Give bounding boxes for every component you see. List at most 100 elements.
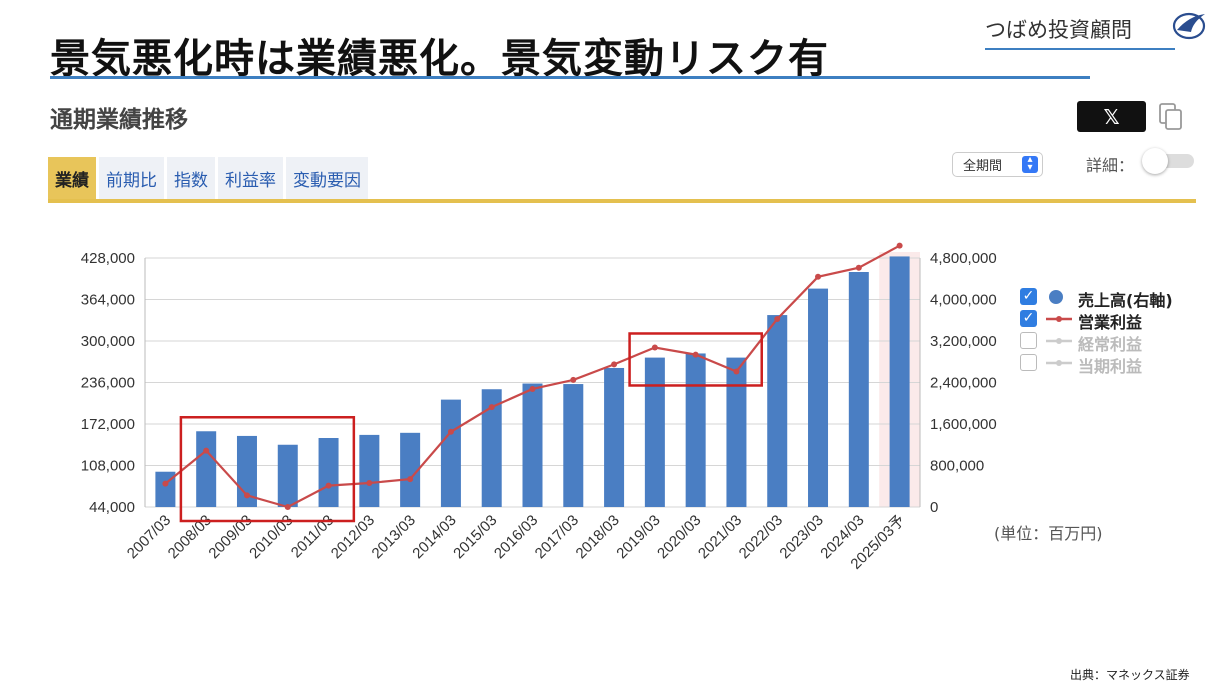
operating-profit-point xyxy=(651,344,658,351)
legend-item-ordinary-profit[interactable]: 経常利益 xyxy=(1020,330,1210,354)
operating-profit-point xyxy=(896,242,903,249)
tab-index[interactable]: 指数 xyxy=(167,157,215,199)
legend-label: 売上高(右軸) xyxy=(1078,291,1173,310)
copy-icon[interactable] xyxy=(1158,102,1184,132)
operating-profit-point xyxy=(692,351,699,358)
source-caption: 出典：マネックス証券 xyxy=(1070,668,1190,682)
brand-logo: つばめ投資顧問 xyxy=(985,8,1207,50)
sales-bar xyxy=(889,256,910,507)
x-axis-tick-label: 2020/03 xyxy=(654,512,704,562)
sales-bar xyxy=(685,353,706,507)
x-axis-tick-label: 2008/03 xyxy=(165,512,215,562)
x-axis-tick-label: 2017/03 xyxy=(532,512,582,562)
sales-bar xyxy=(440,399,461,507)
sales-bar xyxy=(767,315,788,507)
left-axis-tick-label: 300,000 xyxy=(81,333,135,350)
left-axis-tick-label: 364,000 xyxy=(81,292,135,309)
legend-line-icon xyxy=(1046,316,1072,322)
x-axis-tick-label: 2013/03 xyxy=(369,512,419,562)
operating-profit-point xyxy=(733,368,740,375)
legend-item-net-profit[interactable]: 当期利益 xyxy=(1020,352,1210,376)
left-axis-tick-label: 236,000 xyxy=(81,375,135,392)
tab-yoy[interactable]: 前期比 xyxy=(99,157,164,199)
x-axis-tick-label: 2015/03 xyxy=(450,512,500,562)
operating-profit-point xyxy=(611,361,618,368)
highlight-box xyxy=(179,416,356,523)
x-share-button[interactable]: 𝕏 xyxy=(1077,101,1146,132)
operating-profit-point xyxy=(855,264,862,271)
right-axis-tick-label: 4,000,000 xyxy=(930,292,997,309)
tab-performance[interactable]: 業績 xyxy=(48,157,96,199)
sales-bar xyxy=(522,383,543,507)
swallow-logo-icon xyxy=(1172,12,1206,40)
sales-bar xyxy=(400,432,421,507)
legend-checkbox-sales[interactable]: ✓ xyxy=(1020,288,1037,305)
operating-profit-point xyxy=(366,480,373,487)
operating-profit-point xyxy=(815,273,822,280)
tab-underline xyxy=(48,199,1196,203)
right-axis-tick-label: 1,600,000 xyxy=(930,416,997,433)
tab-margin[interactable]: 利益率 xyxy=(218,157,283,199)
x-axis-tick-label: 2021/03 xyxy=(695,512,745,562)
legend-checkbox-ordinary-profit[interactable] xyxy=(1020,332,1037,349)
left-axis-tick-label: 428,000 xyxy=(81,250,135,267)
detail-toggle[interactable] xyxy=(1142,148,1196,174)
x-axis-tick-label: 2019/03 xyxy=(613,512,663,562)
sales-bar xyxy=(726,357,747,507)
period-select[interactable]: 全期間 ▴ ▾ xyxy=(952,152,1043,177)
operating-profit-point xyxy=(447,428,454,435)
right-axis-tick-label: 800,000 xyxy=(930,458,984,475)
sales-bar xyxy=(563,384,584,507)
x-axis-tick-label: 2011/03 xyxy=(288,512,338,562)
unit-label: (単位：百万円) xyxy=(994,524,1103,543)
legend-checkbox-operating-profit[interactable]: ✓ xyxy=(1020,310,1037,327)
sales-bar xyxy=(277,444,298,507)
operating-profit-point xyxy=(570,376,577,383)
legend-item-operating-profit[interactable]: ✓ 営業利益 xyxy=(1020,308,1210,332)
period-select-value: 全期間 xyxy=(963,159,1003,174)
operating-profit-point xyxy=(407,476,414,483)
sales-bar xyxy=(196,431,217,507)
brand-name: つばめ投資顧問 xyxy=(985,18,1132,42)
right-axis-tick-label: 4,800,000 xyxy=(930,250,997,267)
sales-bar xyxy=(808,288,829,507)
operating-profit-point xyxy=(325,482,332,489)
left-axis-tick-label: 172,000 xyxy=(81,416,135,433)
sales-bar xyxy=(359,434,380,507)
x-axis-tick-label: 2023/03 xyxy=(776,512,826,562)
operating-profit-point xyxy=(488,404,495,411)
operating-profit-point xyxy=(162,480,169,487)
left-axis-tick-label: 108,000 xyxy=(81,458,135,475)
legend-line-icon xyxy=(1046,338,1072,344)
legend-label: 営業利益 xyxy=(1078,313,1143,332)
sales-bar xyxy=(644,357,665,507)
toggle-knob xyxy=(1142,148,1168,174)
right-axis-tick-label: 0 xyxy=(930,499,938,516)
operating-profit-point xyxy=(774,315,781,322)
operating-profit-point xyxy=(529,385,536,392)
x-axis-tick-label: 2007/03 xyxy=(124,512,174,562)
sales-bar xyxy=(848,272,869,507)
x-axis-tick-label: 2009/03 xyxy=(205,512,255,562)
legend-label: 経常利益 xyxy=(1078,335,1143,354)
left-axis-tick-label: 44,000 xyxy=(89,499,135,516)
tab-change-factors[interactable]: 変動要因 xyxy=(286,157,368,199)
operating-profit-point xyxy=(243,492,250,499)
x-axis-tick-label: 2016/03 xyxy=(491,512,541,562)
legend-item-sales[interactable]: ✓ 売上高(右軸) xyxy=(1020,286,1210,310)
operating-profit-point xyxy=(284,504,291,510)
slide-title: 景気悪化時は業績悪化。景気変動リスク有 xyxy=(50,36,829,82)
brand-underline xyxy=(985,48,1175,50)
x-axis-tick-label: 2014/03 xyxy=(409,512,459,562)
legend-label: 当期利益 xyxy=(1078,357,1143,376)
section-title: 通期業績推移 xyxy=(50,107,188,133)
detail-label: 詳細： xyxy=(1086,156,1135,175)
sales-bar xyxy=(604,367,625,507)
right-axis-tick-label: 2,400,000 xyxy=(930,375,997,392)
title-underline xyxy=(50,76,1090,79)
sales-bar xyxy=(318,438,339,507)
x-axis-tick-label: 2018/03 xyxy=(573,512,623,562)
legend-checkbox-net-profit[interactable] xyxy=(1020,354,1037,371)
operating-profit-point xyxy=(203,447,210,454)
tab-bar: 業績 前期比 指数 利益率 変動要因 xyxy=(48,157,368,199)
